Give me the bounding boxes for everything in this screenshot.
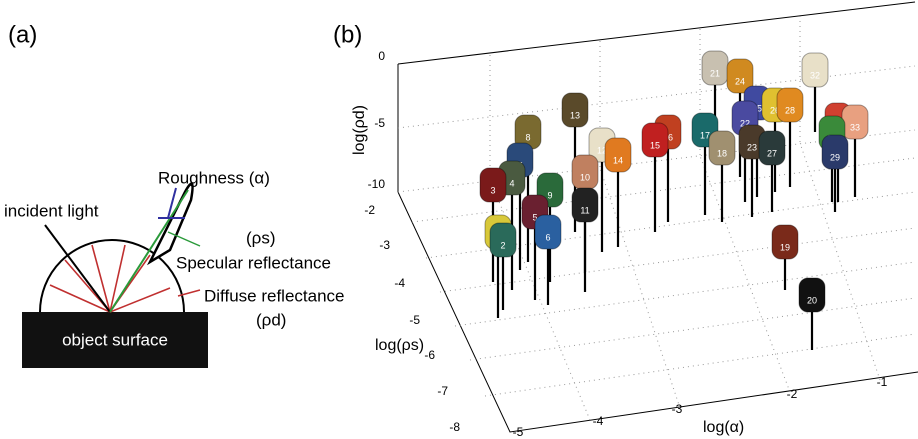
surface-label: object surface — [62, 330, 168, 349]
object-label: 11 — [580, 205, 589, 215]
tick-label: -5 — [409, 313, 420, 327]
object-label: 2 — [500, 240, 505, 250]
object-label: 19 — [780, 242, 790, 252]
tick-label: -5 — [374, 116, 385, 130]
object-label: 24 — [735, 76, 745, 86]
tick-label: -10 — [368, 177, 386, 191]
object-label: 23 — [747, 142, 757, 152]
label: incident light — [4, 201, 99, 220]
object-label: 27 — [767, 148, 777, 158]
object-label: 6 — [545, 232, 550, 242]
tick-label: -7 — [437, 384, 448, 398]
tick-label: -3 — [379, 238, 390, 252]
tick-label: -5 — [513, 425, 524, 439]
object-label: 13 — [570, 110, 580, 120]
label: Specular reflectance — [176, 253, 331, 272]
label: Roughness (α) — [158, 168, 270, 187]
label: (ρd) — [256, 310, 286, 329]
specular-ray — [110, 190, 188, 312]
object-label: 8 — [525, 132, 530, 142]
object-label: 3 — [490, 185, 495, 195]
tick-label: -3 — [672, 402, 683, 416]
tick-label: -4 — [593, 414, 604, 428]
axis-title: log(ρs) — [375, 337, 424, 354]
label: Diffuse reflectance — [204, 286, 344, 305]
object-label: 15 — [650, 140, 660, 150]
object-label: 18 — [717, 148, 727, 158]
tick-label: -2 — [787, 387, 798, 401]
specular-lobe — [150, 184, 193, 262]
tick-label: -4 — [394, 276, 405, 290]
object-label: 9 — [547, 190, 552, 200]
tick-label: -8 — [449, 420, 460, 434]
object-label: 29 — [830, 152, 840, 162]
object-label: 33 — [850, 122, 860, 132]
object-label: 17 — [700, 130, 710, 140]
object-label: 28 — [785, 105, 795, 115]
object-label: 20 — [807, 295, 817, 305]
tick-label: -1 — [877, 375, 888, 389]
tick-label: -2 — [364, 203, 375, 217]
grid — [398, 16, 915, 420]
object-label: 10 — [580, 172, 590, 182]
axis-title: log(α) — [703, 419, 744, 436]
object-label: 21 — [710, 68, 720, 78]
panel-label: (a) — [8, 21, 37, 48]
object-label: 14 — [613, 155, 623, 165]
label: (ρs) — [246, 228, 276, 247]
object-label: 32 — [810, 70, 820, 80]
tick-label: -6 — [424, 348, 435, 362]
figure: (a) object surface Roughness (α) inciden… — [0, 0, 918, 439]
axes-box — [398, 2, 918, 432]
object-label: 4 — [509, 178, 514, 188]
panel-label: (b) — [333, 21, 362, 48]
axis-title: log(ρd) — [351, 105, 368, 155]
tick-label: 0 — [378, 49, 385, 63]
